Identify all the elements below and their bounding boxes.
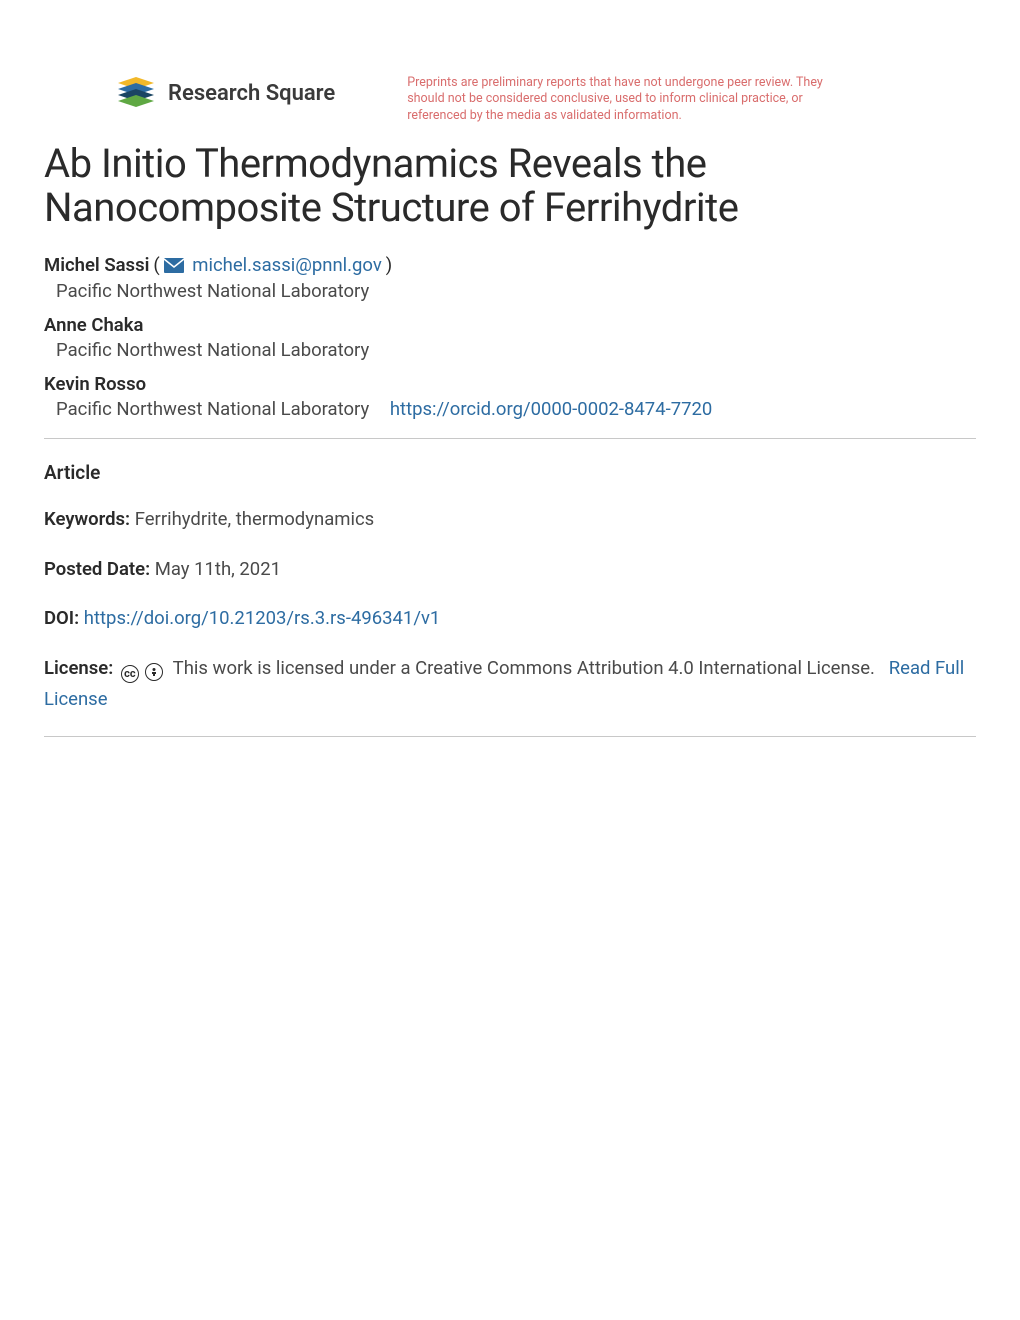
- doi-label: DOI:: [44, 607, 79, 629]
- email-paren-open: (: [153, 254, 164, 276]
- by-icon: [145, 663, 163, 681]
- license-label: License:: [44, 657, 113, 679]
- author-name: Michel Sassi: [44, 254, 149, 276]
- affiliation-text: Pacific Northwest National Laboratory: [56, 398, 369, 420]
- author-affiliation: Pacific Northwest National Laboratory ht…: [56, 398, 976, 420]
- author-name: Kevin Rosso: [44, 373, 146, 395]
- author-affiliation: Pacific Northwest National Laboratory: [56, 280, 976, 302]
- author-block: Kevin Rosso Pacific Northwest National L…: [44, 373, 976, 420]
- author-name: Anne Chaka: [44, 314, 143, 336]
- posted-date-value: May 11th, 2021: [155, 558, 281, 580]
- author-block: Michel Sassi ( michel.sassi@pnnl.gov ) P…: [44, 254, 976, 302]
- research-square-logo-icon: [114, 75, 158, 111]
- authors-section: Michel Sassi ( michel.sassi@pnnl.gov ) P…: [44, 254, 976, 420]
- posted-date-label: Posted Date:: [44, 558, 150, 580]
- cc-icon: cc: [121, 665, 139, 683]
- posted-date-row: Posted Date: May 11th, 2021: [44, 556, 976, 584]
- license-row: License: cc This work is licensed under …: [44, 655, 976, 714]
- cc-icons: cc: [121, 658, 166, 686]
- author-email[interactable]: michel.sassi@pnnl.gov: [192, 254, 382, 276]
- doi-link[interactable]: https://doi.org/10.21203/rs.3.rs-496341/…: [84, 607, 441, 629]
- envelope-icon: [164, 258, 184, 277]
- disclaimer-text: Preprints are preliminary reports that h…: [407, 75, 847, 124]
- divider-bottom: [44, 736, 976, 737]
- doi-row: DOI: https://doi.org/10.21203/rs.3.rs-49…: [44, 605, 976, 633]
- email-paren-close: ): [386, 254, 392, 276]
- logo: Research Square: [114, 75, 335, 111]
- article-type-label: Article: [44, 461, 976, 484]
- keywords-label: Keywords:: [44, 508, 130, 530]
- keywords-row: Keywords: Ferrihydrite, thermodynamics: [44, 506, 976, 534]
- orcid-link[interactable]: https://orcid.org/0000-0002-8474-7720: [390, 398, 712, 420]
- paper-title: Ab Initio Thermodynamics Reveals the Nan…: [44, 142, 976, 230]
- header-row: Research Square Preprints are preliminar…: [44, 75, 976, 124]
- author-affiliation: Pacific Northwest National Laboratory: [56, 339, 976, 361]
- keywords-value: Ferrihydrite, thermodynamics: [135, 508, 375, 530]
- license-text: This work is licensed under a Creative C…: [173, 657, 875, 679]
- author-block: Anne Chaka Pacific Northwest National La…: [44, 314, 976, 361]
- divider: [44, 438, 976, 439]
- logo-text: Research Square: [168, 81, 335, 106]
